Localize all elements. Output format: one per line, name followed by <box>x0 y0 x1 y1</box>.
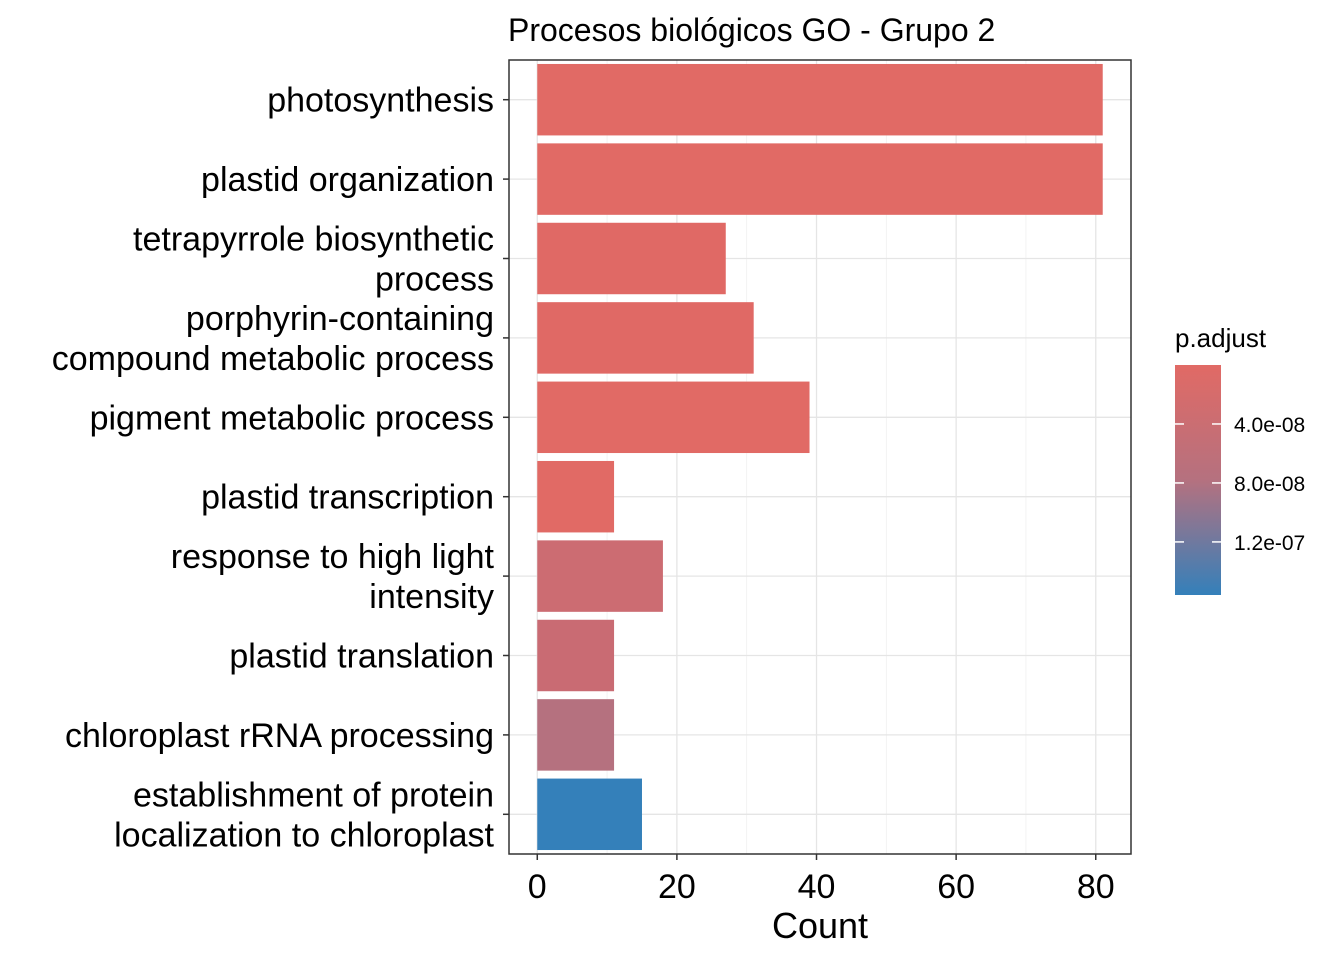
legend-colorbar <box>1175 365 1221 595</box>
x-axis: 0 20 40 60 80 <box>528 854 1115 906</box>
x-axis-title: Count <box>772 905 868 946</box>
bar <box>537 699 615 771</box>
chart-title: Procesos biológicos GO - Grupo 2 <box>508 12 995 48</box>
bar <box>537 778 642 851</box>
y-tick-label: localization to chloroplast <box>114 816 494 854</box>
bar <box>537 460 615 533</box>
y-tick-label: porphyrin-containing <box>186 300 494 338</box>
y-tick-label: plastid translation <box>229 638 494 676</box>
y-tick-label: process <box>375 261 494 299</box>
x-tick-label: 60 <box>937 868 975 906</box>
legend-tick-label: 1.2e-07 <box>1234 532 1305 555</box>
y-tick-label: establishment of protein <box>133 776 494 814</box>
y-axis: photosynthesis plastid organization tetrap… <box>52 82 509 854</box>
bar <box>537 381 810 454</box>
y-tick-label: photosynthesis <box>267 82 494 120</box>
legend-tick-label: 8.0e-08 <box>1234 473 1305 496</box>
y-tick-label: tetrapyrrole biosynthetic <box>133 221 494 259</box>
y-tick-label: intensity <box>369 578 494 616</box>
y-tick-label: response to high light <box>171 538 495 576</box>
y-tick-label: pigment metabolic process <box>90 399 494 437</box>
x-tick-label: 20 <box>658 868 696 906</box>
x-tick-label: 40 <box>798 868 836 906</box>
bar <box>537 302 754 374</box>
bars-layer <box>537 63 1103 851</box>
y-tick-label: plastid transcription <box>201 479 494 517</box>
bar <box>537 143 1103 215</box>
legend: p.adjust 4.0e-08 8.0e-08 1.2e-07 <box>1175 323 1305 595</box>
y-tick-label: plastid organization <box>201 161 494 199</box>
x-tick-label: 0 <box>528 868 547 906</box>
legend-tick-label: 4.0e-08 <box>1234 414 1305 437</box>
y-tick-label: compound metabolic process <box>52 340 494 378</box>
legend-title: p.adjust <box>1175 323 1267 353</box>
bar <box>537 63 1103 136</box>
bar <box>537 619 615 692</box>
y-tick-label: chloroplast rRNA processing <box>65 717 494 755</box>
bar <box>537 540 663 612</box>
plot-panel-border <box>508 59 1132 855</box>
bar <box>537 222 726 295</box>
x-tick-label: 80 <box>1077 868 1115 906</box>
